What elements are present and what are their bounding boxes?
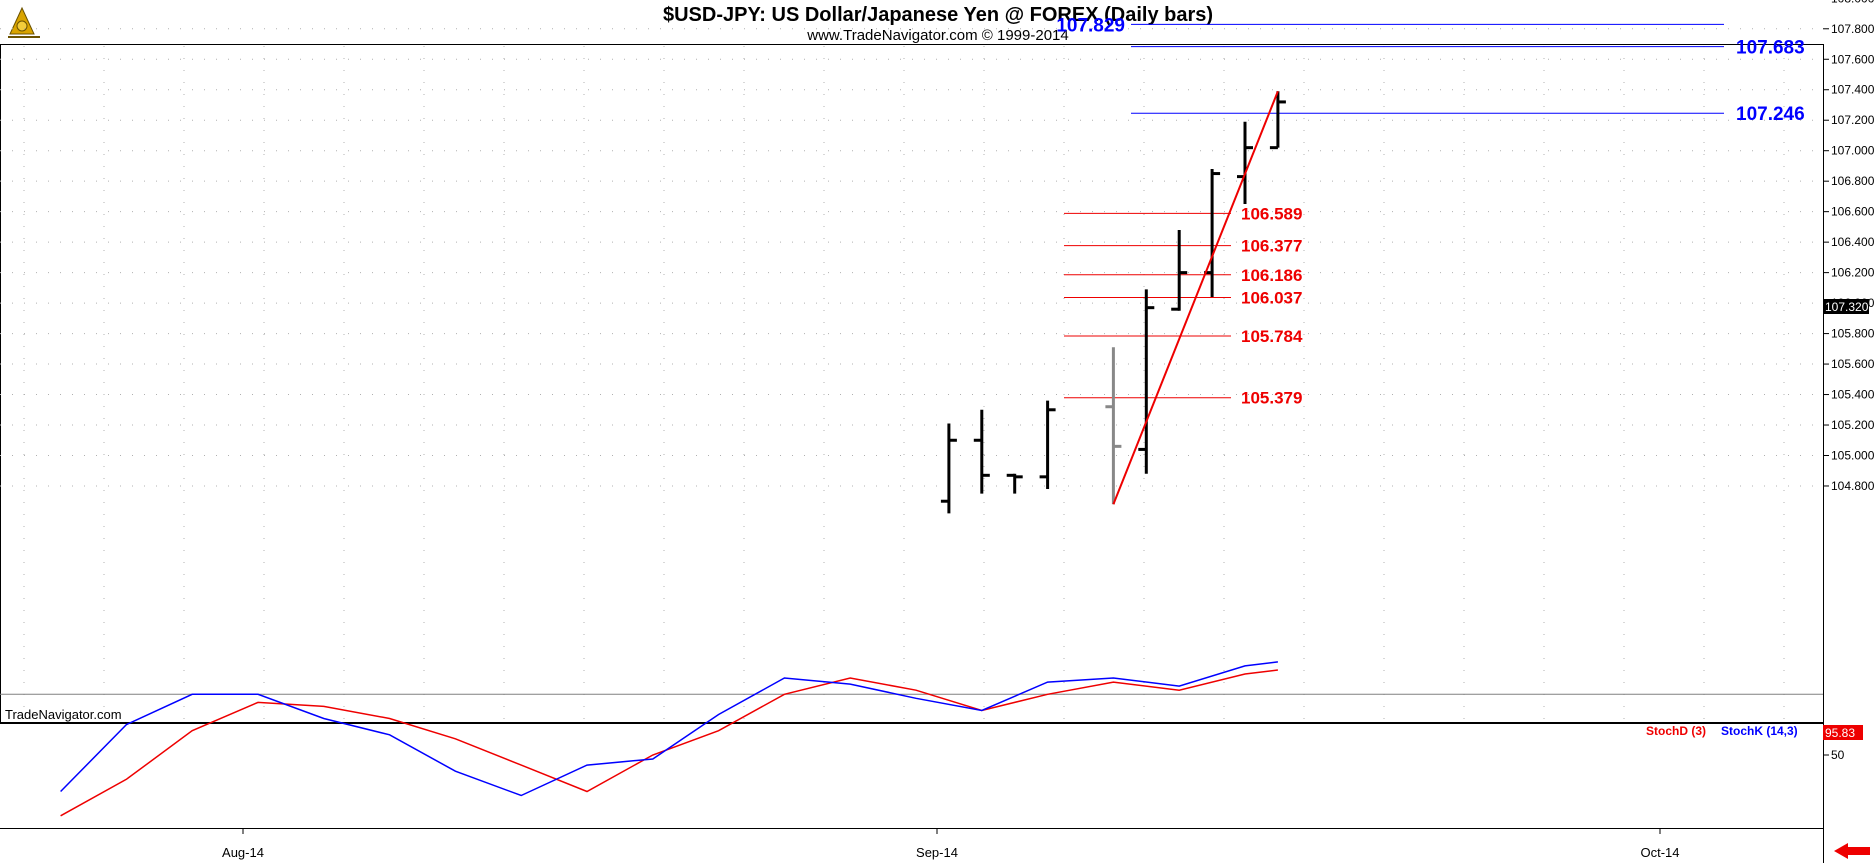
y-tick-label: 105.600 (1831, 357, 1875, 371)
ohlc-bar (973, 409, 990, 494)
fib-red-label: 106.589 (1241, 204, 1302, 223)
trendline-group (1112, 90, 1279, 505)
stoch-d-line (60, 669, 1278, 817)
ohlc-bar (1237, 121, 1253, 205)
stoch-last-tag (1823, 725, 1863, 740)
price-bars (940, 91, 1286, 514)
y-tick-label: 107.600 (1831, 52, 1875, 66)
y-tick-label: 105.200 (1831, 418, 1875, 432)
watermark: TradeNavigator.com (5, 707, 122, 722)
ohlc-bar (1204, 168, 1221, 298)
fib-blue-label: 107.683 (1736, 38, 1805, 59)
last-price-tag (1823, 299, 1869, 314)
fibonacci-levels: 108.899108.143107.829107.683107.246106.5… (1056, 15, 1805, 408)
y-tick-label: 106.400 (1831, 235, 1875, 249)
fib-red-label: 106.377 (1241, 237, 1302, 256)
scroll-right-arrow-icon[interactable] (1834, 843, 1870, 859)
y-tick-label: 106.200 (1831, 266, 1875, 280)
y-tick-label: 107.200 (1831, 113, 1875, 127)
y-tick-label: 105.400 (1831, 388, 1875, 402)
y-tick-label: 108.000 (1831, 0, 1875, 5)
ohlc-bar (1006, 473, 1023, 494)
price-y-axis: 104.800 105.000 105.200 105.400 105.600 105.8… (1823, 0, 1875, 493)
fib-red-label: 106.037 (1241, 288, 1302, 307)
legend-stoch-d: StochD (3) (1646, 724, 1706, 738)
y-tick-label: 107.400 (1831, 83, 1875, 97)
fib-blue-label: 107.829 (1056, 15, 1125, 36)
x-tick-label: Aug-14 (222, 845, 264, 860)
ohlc-bar (1138, 289, 1155, 474)
ohlc-bar (1039, 400, 1056, 490)
stoch-k-line (60, 661, 1278, 797)
x-axis: Aug-14 Sep-14 Oct-14 (222, 828, 1680, 860)
x-tick-label: Sep-14 (916, 845, 958, 860)
fib-red-label: 105.379 (1241, 389, 1302, 408)
y-tick-label: 106.600 (1831, 205, 1875, 219)
x-tick-label: Oct-14 (1640, 845, 1679, 860)
fib-blue-label: 107.246 (1736, 104, 1805, 125)
ohlc-bar (1105, 347, 1122, 505)
price-grid (0, 28, 1823, 722)
ohlc-bar (1269, 91, 1286, 150)
fib-red-label: 105.784 (1241, 327, 1303, 346)
stoch-tick-label: 50 (1831, 748, 1845, 762)
y-tick-label: 104.800 (1831, 479, 1875, 493)
last-price-label: 107.320 (1825, 300, 1869, 314)
stochastic-pane: 50 StochD (3) StochK (14,3) (0, 661, 1845, 817)
y-tick-label: 107.800 (1831, 22, 1875, 36)
price-pane-frame (0, 44, 1824, 723)
legend-stoch-k: StochK (14,3) (1721, 724, 1798, 738)
ohlc-bar (1171, 229, 1188, 311)
chart-title: $USD-JPY: US Dollar/Japanese Yen @ FOREX… (663, 4, 1213, 26)
stoch-last-label: 95.83 (1825, 726, 1855, 740)
y-tick-label: 106.800 (1831, 174, 1875, 188)
y-tick-label: 105.800 (1831, 327, 1875, 341)
trendline (1112, 90, 1279, 505)
y-tick-label: 105.000 (1831, 449, 1875, 463)
sextant-logo-icon (8, 6, 40, 38)
ohlc-bar (940, 423, 957, 514)
fib-red-label: 106.186 (1241, 266, 1302, 285)
y-tick-label: 107.000 (1831, 144, 1875, 158)
chart-subtitle: www.TradeNavigator.com © 1999-2014 (806, 27, 1068, 44)
